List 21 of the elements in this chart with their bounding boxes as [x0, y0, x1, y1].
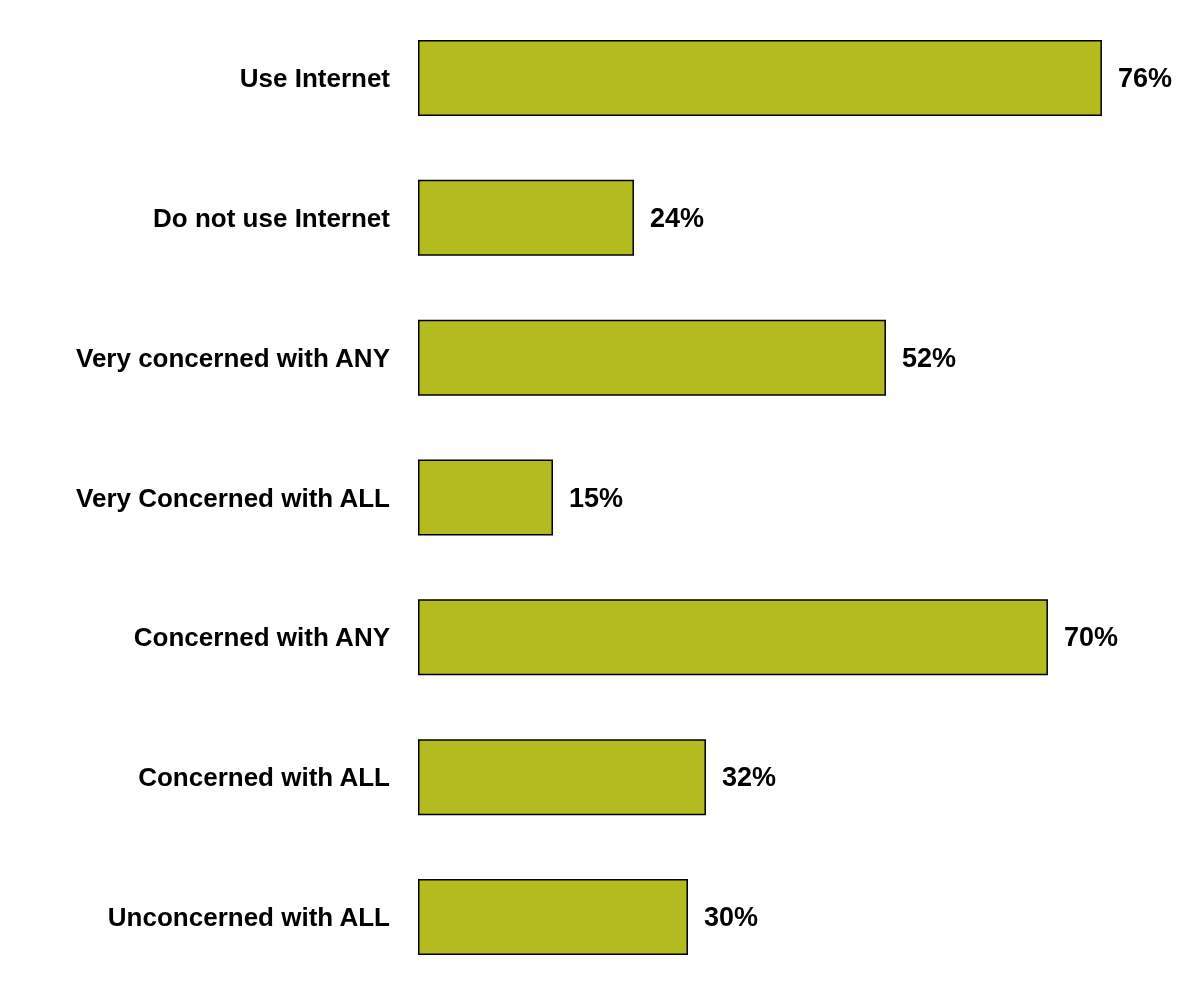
y-tick-label: Use Internet: [239, 62, 391, 93]
bar: [418, 459, 553, 536]
bar: [418, 179, 634, 256]
bar: [418, 599, 1048, 676]
y-tick-label: Unconcerned with ALL: [107, 902, 391, 933]
data-label: 52%: [901, 342, 956, 373]
data-label: 32%: [721, 762, 777, 793]
bar: [418, 319, 886, 396]
data-label: 24%: [649, 202, 705, 233]
bar: [418, 39, 1102, 116]
y-tick-label: Concerned with ANY: [133, 622, 390, 653]
y-tick-label: Concerned with ALL: [138, 762, 391, 793]
y-tick-label: Very concerned with ANY: [75, 342, 390, 373]
data-label: 70%: [1063, 622, 1118, 653]
y-tick-label: Very Concerned with ALL: [76, 482, 391, 513]
data-label: 76%: [1117, 62, 1172, 93]
bar: [418, 879, 688, 956]
y-tick-label: Do not use Internet: [153, 202, 391, 233]
data-label: 30%: [703, 902, 759, 933]
data-label: 15%: [568, 482, 624, 513]
bar: [418, 739, 706, 816]
